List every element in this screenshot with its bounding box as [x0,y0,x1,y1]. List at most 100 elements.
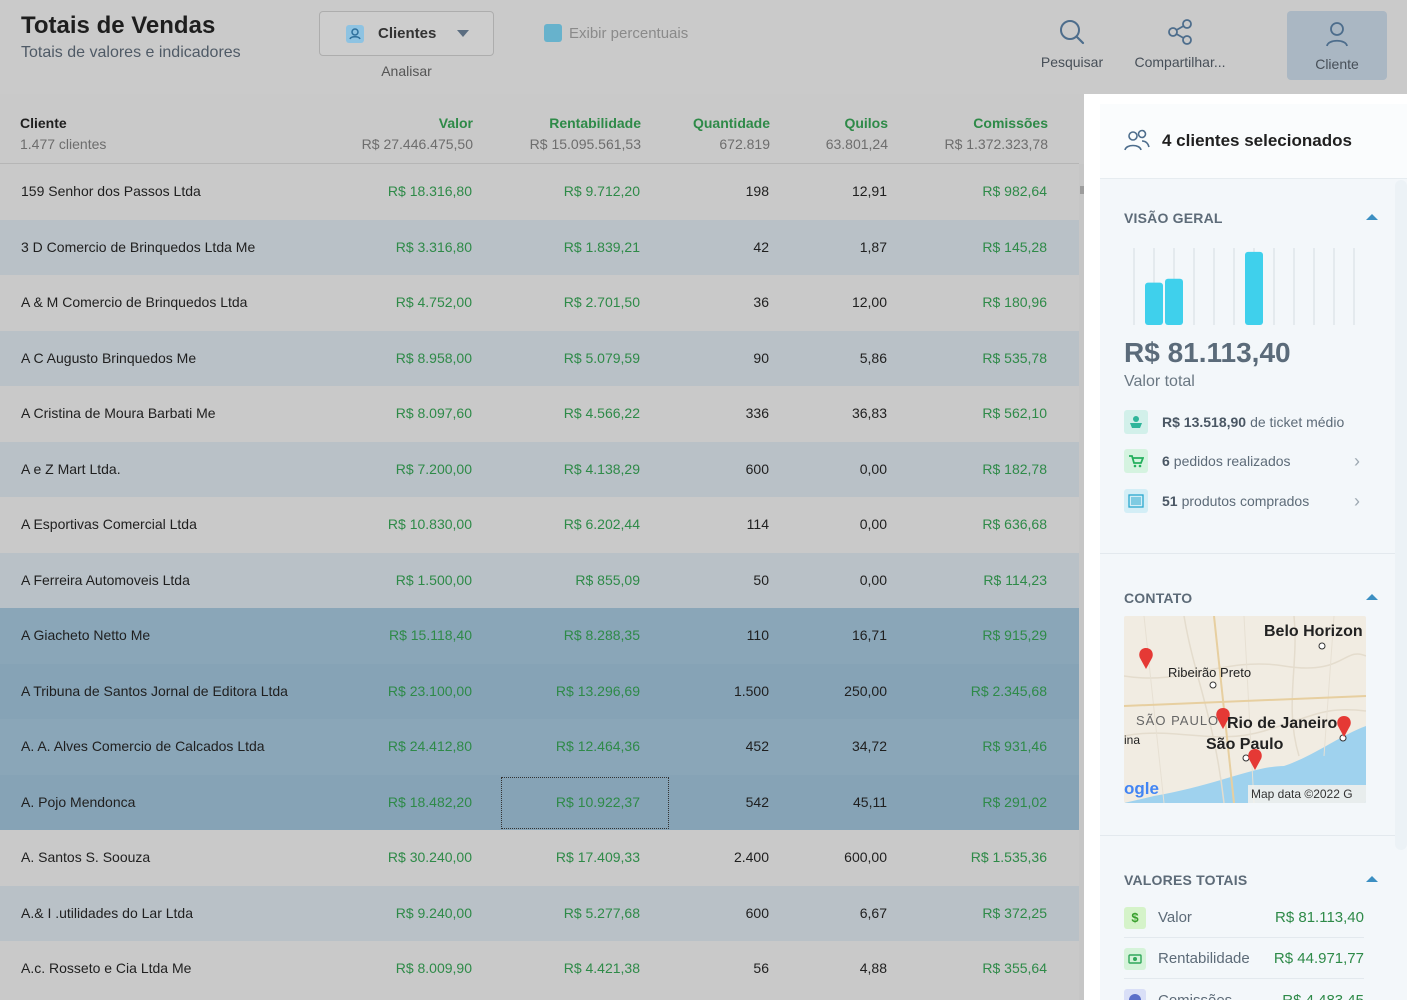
column-header-cliente[interactable]: Cliente 1.477 clientes [20,115,106,152]
table-cell[interactable]: A Tribuna de Santos Jornal de Editora Lt… [21,682,288,699]
table-cell[interactable]: R$ 3.316,80 [395,238,472,255]
table-cell[interactable]: R$ 9.240,00 [395,904,472,921]
table-cell[interactable]: R$ 18.482,20 [387,793,472,810]
table-cell[interactable]: R$ 1.535,36 [970,849,1047,865]
table-cell[interactable]: 1,87 [859,238,887,255]
table-cell[interactable]: A e Z Mart Ltda. [21,460,121,477]
table-cell[interactable]: 452 [745,738,769,754]
table-cell[interactable]: 12,91 [851,183,887,199]
table-cell[interactable]: 42 [753,238,769,255]
table-cell[interactable]: R$ 5.277,68 [563,904,640,921]
table-cell[interactable]: A Cristina de Moura Barbati Me [21,405,216,421]
table-cell[interactable]: R$ 17.409,33 [555,849,640,865]
table-cell[interactable]: R$ 18.316,80 [387,183,472,199]
table-cell[interactable]: R$ 982,64 [982,183,1047,199]
table-row[interactable]: 3 D Comercio de Brinquedos Ltda Me R$ 3.3… [0,219,1079,275]
table-cell[interactable]: R$ 145,28 [982,238,1047,255]
table-cell[interactable]: 5,86 [859,349,887,366]
table-cell[interactable]: A Ferreira Automoveis Ltda [21,571,190,588]
table-cell[interactable]: 0,00 [859,516,887,532]
stat-orders[interactable]: 6 pedidos realizados › [1124,449,1374,473]
table-cell[interactable]: 16,71 [851,627,887,643]
table-cell[interactable]: 36,83 [851,405,887,421]
table-row[interactable]: A C Augusto Brinquedos Me R$ 8.958,00 R$ 5… [0,330,1079,386]
table-cell[interactable]: R$ 2.345,68 [970,682,1047,699]
table-row[interactable]: A Esportivas Comercial Ltda R$ 10.830,00 R… [0,497,1079,553]
column-header-quantidade[interactable]: Quantidade 672.819 [693,115,770,152]
table-cell[interactable]: R$ 4.421,38 [563,960,640,976]
table-cell[interactable]: R$ 9.712,20 [563,183,640,199]
table-cell[interactable]: R$ 180,96 [982,294,1047,310]
table-cell[interactable]: R$ 8.288,35 [563,627,640,643]
table-cell[interactable]: R$ 30.240,00 [387,849,472,865]
share-button[interactable]: Compartilhar... [1130,18,1230,70]
table-cell[interactable]: R$ 114,23 [983,571,1047,588]
search-button[interactable]: Pesquisar [1040,18,1104,70]
table-cell[interactable]: 45,11 [853,793,887,810]
table-cell[interactable]: R$ 5.079,59 [563,349,640,366]
collapse-contact-icon[interactable] [1366,594,1378,600]
collapse-totals-icon[interactable] [1366,876,1378,882]
table-cell[interactable]: 2.400 [733,849,769,865]
chevron-right-icon[interactable]: › [1354,490,1360,511]
table-cell[interactable]: 0,00 [859,460,887,477]
table-cell[interactable]: R$ 10.830,00 [387,516,472,532]
column-header-rentabilidade[interactable]: Rentabilidade R$ 15.095.561,53 [530,115,641,152]
column-header-comissoes[interactable]: Comissões R$ 1.372.323,78 [944,115,1048,152]
contact-map[interactable]: Belo Horizon Ribeirão Preto SÃO PAULO Ri… [1124,616,1366,803]
collapse-overview-icon[interactable] [1366,214,1378,220]
table-cell[interactable]: R$ 535,78 [982,349,1047,366]
table-cell[interactable]: A. Pojo Mendonca [21,793,136,810]
table-cell[interactable]: 1.500 [733,682,769,699]
table-row[interactable]: A & M Comercio de Brinquedos Ltda R$ 4.75… [0,275,1079,331]
table-cell[interactable]: 114 [746,516,769,532]
table-row[interactable]: A.& I .utilidades do Lar Ltda R$ 9.240,00… [0,885,1079,941]
table-cell[interactable]: 4,88 [859,960,887,976]
table-cell[interactable]: R$ 372,25 [982,904,1047,921]
table-cell[interactable]: A C Augusto Brinquedos Me [21,349,197,366]
chevron-right-icon[interactable]: › [1354,450,1360,471]
table-cell[interactable]: R$ 855,09 [575,571,640,588]
table-row[interactable]: A.c. Rosseto e Cia Ltda Me R$ 8.009,90 R$ … [0,941,1079,997]
table-cell[interactable]: 159 Senhor dos Passos Ltda [21,183,201,199]
table-cell[interactable]: A & M Comercio de Brinquedos Ltda [21,294,248,310]
table-cell[interactable]: 36 [753,294,769,310]
column-header-quilos[interactable]: Quilos 63.801,24 [826,115,888,152]
table-cell[interactable]: 90 [753,349,769,366]
table-cell[interactable]: R$ 15.118,40 [388,627,472,643]
table-cell[interactable]: R$ 8.009,90 [395,960,472,976]
table-cell[interactable]: 12,00 [851,294,887,310]
table-cell[interactable]: R$ 291,02 [982,793,1047,810]
table-cell[interactable]: R$ 636,68 [982,516,1047,532]
table-cell[interactable]: R$ 8.958,00 [395,349,472,366]
table-cell[interactable]: A.& I .utilidades do Lar Ltda [21,904,193,921]
stat-products[interactable]: 51 produtos comprados › [1124,489,1374,513]
table-cell[interactable]: 50 [753,571,769,588]
table-cell[interactable]: 0,00 [859,571,887,588]
table-cell[interactable]: A Esportivas Comercial Ltda [21,516,197,532]
table-cell[interactable]: R$ 1.839,21 [563,238,640,255]
table-cell[interactable]: R$ 355,64 [982,960,1047,976]
table-cell[interactable]: 250,00 [844,682,887,699]
table-row[interactable]: 159 Senhor dos Passos Ltda R$ 18.316,80 R$… [0,164,1079,220]
table-cell[interactable]: R$ 4.566,22 [563,405,640,421]
table-cell[interactable]: R$ 915,29 [982,627,1047,643]
table-cell[interactable]: A.c. Rosseto e Cia Ltda Me [21,960,192,976]
table-cell[interactable]: R$ 6.202,44 [563,516,640,532]
table-cell[interactable]: R$ 562,10 [982,405,1047,421]
table-cell[interactable]: R$ 7.200,00 [395,460,472,477]
table-cell[interactable]: A. Santos S. Soouza [21,849,151,865]
table-cell[interactable]: R$ 13.296,69 [555,682,640,699]
table-cell[interactable]: R$ 8.097,60 [395,405,472,421]
table-row[interactable]: A Ferreira Automoveis Ltda R$ 1.500,00 R$ … [0,552,1079,608]
table-cell[interactable]: 56 [753,960,769,976]
table-cell[interactable]: R$ 23.100,00 [387,682,472,699]
table-cell[interactable]: A. A. Alves Comercio de Calcados Ltda [21,738,265,754]
table-cell[interactable]: R$ 10.922,37 [555,793,640,810]
panel-scrollbar[interactable] [1395,180,1407,850]
table-cell[interactable]: 542 [745,793,769,810]
table-cell[interactable]: R$ 931,46 [982,738,1047,754]
table-cell[interactable]: R$ 2.701,50 [563,294,640,310]
table-cell[interactable]: 6,67 [859,904,887,921]
table-row[interactable]: A Giacheto Netto Me R$ 15.118,40 R$ 8.288,… [0,608,1079,664]
